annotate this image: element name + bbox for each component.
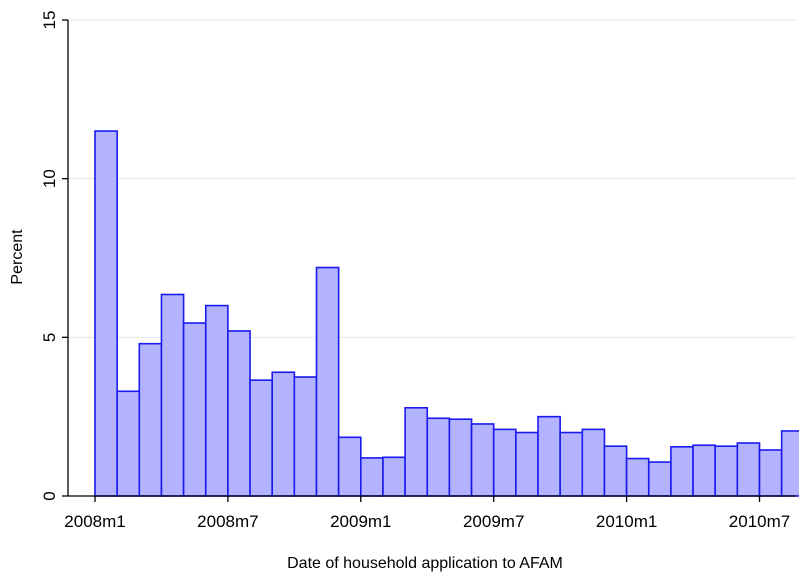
bar-2008m2 bbox=[116, 390, 141, 497]
bar-2009m3 bbox=[404, 406, 429, 497]
bar-2009m6 bbox=[470, 423, 495, 497]
bar-2008m12 bbox=[337, 436, 362, 497]
bar-2008m1 bbox=[94, 130, 118, 497]
bar-2009m7 bbox=[492, 428, 517, 497]
bar-2009m8 bbox=[515, 431, 539, 497]
bars bbox=[94, 130, 799, 497]
bar-2009m12 bbox=[603, 445, 628, 497]
bar-2008m8 bbox=[249, 379, 274, 497]
bar-2008m11 bbox=[315, 266, 340, 497]
bar-2010m5 bbox=[714, 445, 739, 497]
y-tick-label-5: 5 bbox=[40, 333, 59, 342]
x-tick-label-2009m7: 2009m7 bbox=[463, 512, 524, 531]
x-tick-label-2010m1: 2010m1 bbox=[596, 512, 657, 531]
bar-2008m10 bbox=[293, 376, 318, 497]
bar-2010m1 bbox=[625, 457, 650, 497]
x-tick-label-2009m1: 2009m1 bbox=[330, 512, 391, 531]
y-tick-label-10: 10 bbox=[40, 169, 59, 188]
bar-2008m5 bbox=[182, 322, 207, 497]
bar-2008m7 bbox=[227, 330, 251, 497]
axes bbox=[62, 19, 796, 502]
y-tick-label-0: 0 bbox=[40, 491, 59, 500]
bar-2008m4 bbox=[160, 293, 185, 497]
x-tick-label-2008m1: 2008m1 bbox=[64, 512, 125, 531]
tick-labels: 0 5 10 15 2008m1 2008m7 2009m1 2009m7 2010m1 2010… bbox=[40, 11, 790, 531]
x-tick-label-2010m7: 2010m7 bbox=[729, 512, 790, 531]
bar-2010m4 bbox=[692, 444, 716, 497]
bar-2008m6 bbox=[204, 304, 229, 497]
bar-2010m6 bbox=[736, 442, 761, 497]
bar-2010m3 bbox=[670, 446, 694, 497]
bar-2009m4 bbox=[426, 417, 451, 497]
bar-2009m2 bbox=[382, 456, 406, 497]
bar-2009m9 bbox=[537, 415, 561, 497]
x-axis-title: Date of household application to AFAM bbox=[287, 555, 563, 572]
x-tick-label-2008m7: 2008m7 bbox=[197, 512, 258, 531]
bar-2010m2 bbox=[647, 461, 672, 497]
bar-2008m9 bbox=[271, 371, 296, 497]
y-axis-title: Percent bbox=[9, 229, 26, 285]
bar-2010m8 bbox=[780, 430, 799, 497]
gridlines bbox=[68, 19, 796, 338]
y-tick-label-15: 15 bbox=[40, 11, 59, 30]
bar-2009m5 bbox=[448, 418, 473, 497]
bar-2010m7 bbox=[758, 449, 783, 497]
bar-2009m1 bbox=[359, 457, 384, 497]
bar-2009m10 bbox=[559, 431, 584, 497]
bar-2009m11 bbox=[581, 428, 606, 497]
bar-2008m3 bbox=[138, 342, 163, 497]
